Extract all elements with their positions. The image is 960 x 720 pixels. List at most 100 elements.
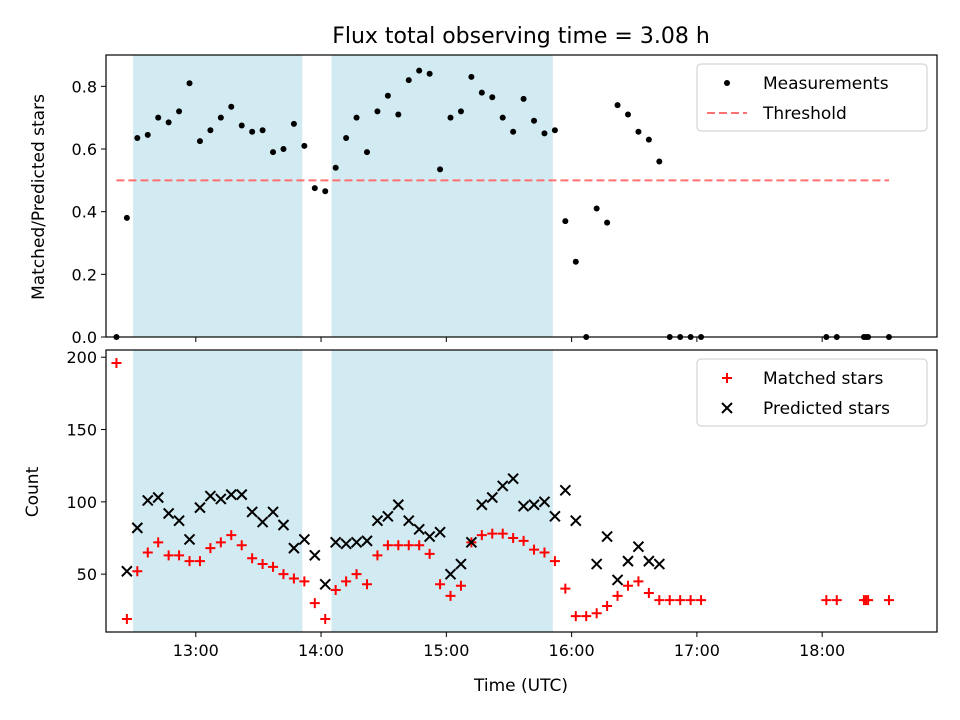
measurements-point (531, 117, 538, 124)
predicted-stars-point (570, 514, 582, 527)
measurements-point (395, 111, 402, 118)
measurements-point (343, 135, 350, 142)
predicted-stars-point (403, 514, 415, 527)
lower-panel: 50 100 150 200 13:00 14:00 15:00 16:00 17:00 18:0… (66, 348, 938, 660)
upper-y-tick-label: 0.8 (72, 77, 97, 96)
legend-measurements-swatch (724, 80, 730, 86)
predicted-stars-point (559, 484, 572, 496)
matched-stars-point (288, 573, 299, 584)
predicted-stars-point (215, 493, 227, 505)
matched-stars-point (320, 613, 331, 624)
predicted-stars-point (131, 522, 144, 534)
measurements-point (457, 108, 464, 115)
matched-stars-point (299, 576, 310, 587)
measurements-point (353, 114, 360, 121)
matched-stars-point (215, 537, 226, 548)
measurements-point (374, 108, 381, 115)
predicted-stars-point (632, 540, 645, 553)
predicted-stars-point (309, 549, 321, 562)
matched-stars-point (863, 595, 874, 606)
predicted-stars-point (455, 558, 467, 570)
measurements-point (196, 138, 203, 145)
measurements-point (593, 205, 600, 212)
matched-stars-point (455, 580, 466, 591)
lower-y-tick-label: 150 (66, 421, 97, 440)
matched-stars-point (581, 611, 592, 622)
lower-shaded-span-2 (331, 350, 553, 632)
upper-y-axis-label: Matched/Predicted stars (29, 94, 49, 300)
predicted-stars-point (444, 568, 457, 580)
matched-stars-point (643, 587, 654, 598)
measurements-point (123, 214, 130, 221)
measurements-point (311, 185, 318, 192)
matched-stars-point (497, 528, 508, 539)
predicted-stars-point (246, 506, 258, 518)
matched-stars-point (341, 576, 352, 587)
matched-stars-point (351, 569, 362, 580)
measurements-point (290, 120, 297, 127)
matched-stars-point (205, 543, 216, 554)
matched-stars-point (268, 561, 279, 572)
matched-stars-point (247, 553, 258, 564)
predicted-stars-point (350, 536, 363, 549)
measurements-point (635, 128, 642, 135)
lower-shaded-span-1 (133, 350, 303, 632)
predicted-stars-point (465, 536, 478, 549)
lower-y-tick-label: 100 (66, 493, 97, 512)
predicted-stars-point (361, 535, 373, 547)
measurements-point (437, 166, 444, 173)
predicted-stars-point (434, 526, 446, 538)
matched-stars-point (633, 576, 644, 587)
lower-legend-box (696, 358, 928, 427)
matched-stars-point (612, 590, 623, 601)
matched-stars-point (560, 583, 571, 594)
matched-stars-point (132, 566, 143, 577)
predicted-stars-point (142, 494, 154, 507)
matched-stars-point (883, 595, 894, 606)
measurements-point (656, 158, 663, 165)
matched-stars-point (236, 540, 247, 551)
predicted-stars-point (204, 490, 217, 502)
predicted-stars-point (173, 514, 185, 527)
predicted-stars-point (517, 500, 530, 512)
measurements-point (384, 92, 391, 99)
measurements-point (207, 127, 214, 134)
predicted-stars-point (413, 523, 425, 536)
predicted-stars-point (549, 510, 561, 523)
matched-stars-point (403, 540, 414, 551)
measurements-point (614, 102, 621, 109)
matched-stars-point (570, 611, 581, 622)
matched-stars-point (685, 595, 696, 606)
matched-stars-point (184, 556, 195, 567)
matched-stars-point (174, 550, 185, 561)
matched-stars-point (361, 579, 372, 590)
x-tick-label: 17:00 (674, 641, 720, 660)
matched-stars-point (163, 550, 174, 561)
measurements-point (155, 114, 162, 121)
lower-plot-frame (105, 349, 938, 633)
predicted-stars-point (497, 480, 509, 492)
matched-stars-point (142, 547, 153, 558)
measurements-point (332, 164, 339, 171)
measurements-point (228, 103, 235, 110)
measurements-point (489, 94, 496, 101)
measurements-point (468, 73, 475, 80)
measurements-point (186, 80, 193, 87)
predicted-stars-point (392, 499, 405, 511)
measurements-point (144, 131, 151, 138)
legend-predicted-stars-swatch (721, 402, 733, 414)
measurements-point (165, 119, 172, 126)
measurements-point (322, 188, 329, 195)
measurements-point (416, 67, 423, 74)
measurements-point (478, 89, 485, 96)
measurements-point (405, 77, 412, 84)
measurements-point (176, 108, 183, 115)
predicted-stars-point (423, 530, 436, 543)
matched-stars-point (194, 556, 205, 567)
legend-measurements-label: Measurements (763, 74, 889, 94)
matched-stars-point (393, 540, 404, 551)
lower-y-tick-label: 200 (66, 348, 97, 367)
measurements-point (270, 149, 277, 156)
predicted-stars-point (152, 491, 164, 504)
